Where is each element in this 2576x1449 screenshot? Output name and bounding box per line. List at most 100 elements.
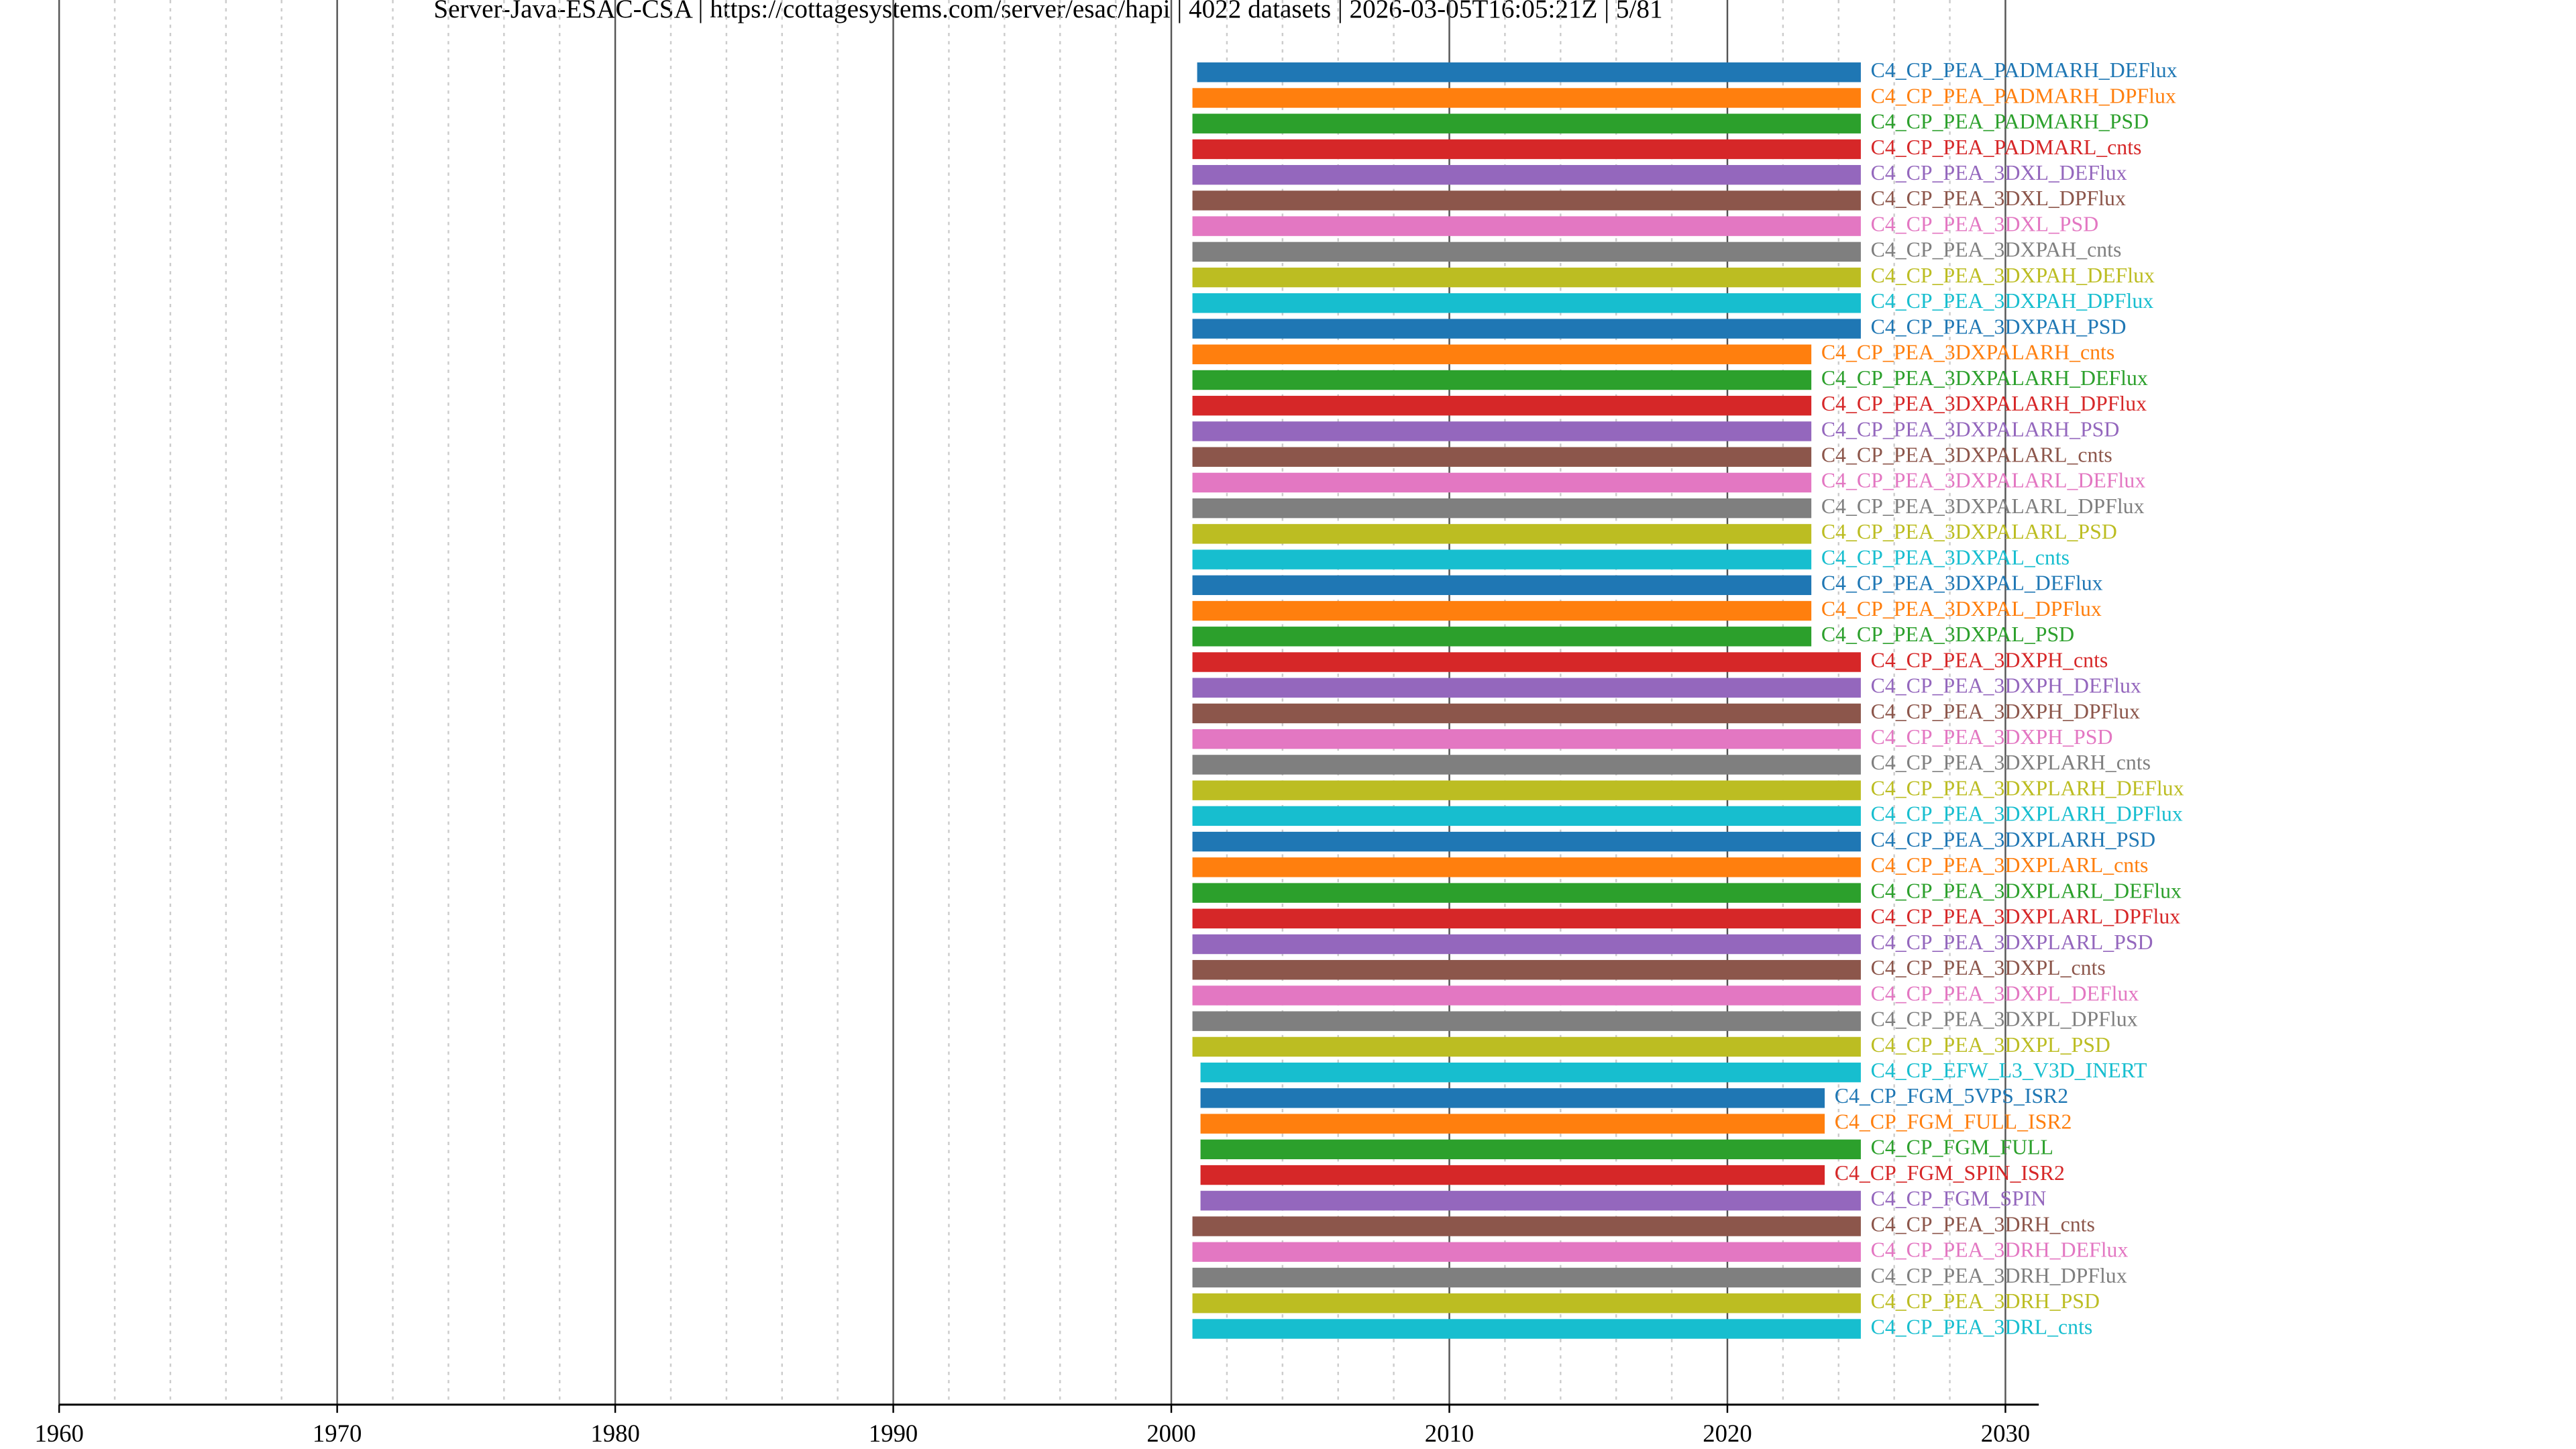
bar bbox=[1192, 191, 1861, 211]
bar bbox=[1192, 421, 1812, 441]
bar bbox=[1192, 1293, 1861, 1313]
bar bbox=[1192, 139, 1861, 160]
bar-label: C4_CP_EFW_L3_V3D_INERT bbox=[1871, 1059, 2147, 1082]
bar-label: C4_CP_PEA_3DXPALARH_DPFlux bbox=[1821, 392, 2147, 415]
bar bbox=[1200, 1139, 1861, 1160]
bar bbox=[1192, 1267, 1861, 1288]
bar bbox=[1192, 1242, 1861, 1262]
bar-label: C4_CP_PEA_PADMARH_DEFlux bbox=[1871, 58, 2178, 82]
bar-label: C4_CP_FGM_FULL bbox=[1871, 1136, 2053, 1159]
bar bbox=[1192, 472, 1812, 493]
bar-label: C4_CP_PEA_3DXPAL_DEFlux bbox=[1821, 572, 2103, 595]
bar bbox=[1192, 703, 1861, 724]
bar bbox=[1192, 831, 1861, 852]
bar-label: C4_CP_PEA_3DXPALARH_DEFlux bbox=[1821, 366, 2148, 390]
bar-label: C4_CP_PEA_3DXPLARL_DPFlux bbox=[1871, 905, 2181, 928]
bar-label: C4_CP_PEA_3DXPLARH_cnts bbox=[1871, 751, 2151, 774]
bar-label: C4_CP_PEA_3DXPALARH_PSD bbox=[1821, 417, 2120, 441]
bar-label: C4_CP_PEA_3DXPALARL_DPFlux bbox=[1821, 494, 2145, 518]
bar-label: C4_CP_PEA_3DXPH_PSD bbox=[1871, 725, 2113, 749]
bar bbox=[1192, 729, 1861, 749]
bar-label: C4_CP_PEA_3DXPLARH_PSD bbox=[1871, 828, 2155, 851]
bar bbox=[1192, 985, 1861, 1006]
bar-label: C4_CP_PEA_3DXPAH_DPFlux bbox=[1871, 289, 2154, 313]
bar-label: C4_CP_PEA_3DXPALARH_cnts bbox=[1821, 341, 2114, 364]
bar bbox=[1192, 1319, 1861, 1339]
bar bbox=[1192, 652, 1861, 672]
bar bbox=[1192, 1011, 1861, 1031]
bar-label: C4_CP_PEA_3DXPAH_DEFlux bbox=[1871, 264, 2155, 287]
bar-label: C4_CP_PEA_3DXPAL_cnts bbox=[1821, 545, 2070, 569]
bar-label: C4_CP_PEA_PADMARH_DPFlux bbox=[1871, 84, 2176, 107]
bar bbox=[1192, 908, 1861, 928]
bar-label: C4_CP_PEA_3DXPL_DEFlux bbox=[1871, 981, 2139, 1005]
bar bbox=[1192, 549, 1812, 570]
bar bbox=[1192, 396, 1812, 416]
x-tick-label: 2030 bbox=[1981, 1419, 2030, 1447]
bar-label: C4_CP_PEA_3DXPLARL_PSD bbox=[1871, 930, 2153, 954]
bar-label: C4_CP_PEA_3DXPAH_PSD bbox=[1871, 315, 2127, 338]
bar-label: C4_CP_PEA_3DXPLARL_cnts bbox=[1871, 853, 2149, 877]
bar bbox=[1192, 524, 1812, 544]
bar bbox=[1200, 1165, 1825, 1185]
bar bbox=[1192, 370, 1812, 390]
bar bbox=[1192, 344, 1812, 364]
bar bbox=[1192, 883, 1861, 903]
bar bbox=[1192, 498, 1812, 519]
bar-label: C4_CP_PEA_3DXL_DPFlux bbox=[1871, 186, 2126, 210]
bar bbox=[1192, 780, 1861, 800]
bar-label: C4_CP_PEA_3DRH_DEFlux bbox=[1871, 1238, 2129, 1262]
bar bbox=[1192, 934, 1861, 955]
bar bbox=[1192, 1036, 1861, 1057]
bar bbox=[1192, 319, 1861, 339]
bar bbox=[1192, 216, 1861, 236]
bar bbox=[1200, 1191, 1861, 1211]
bar bbox=[1192, 88, 1861, 108]
bar bbox=[1192, 113, 1861, 133]
bar-label: C4_CP_PEA_3DXL_PSD bbox=[1871, 212, 2099, 235]
x-tick-label: 1990 bbox=[869, 1419, 918, 1447]
bar-label: C4_CP_PEA_3DXPALARL_DEFlux bbox=[1821, 469, 2145, 492]
x-tick-label: 1980 bbox=[590, 1419, 639, 1447]
bar bbox=[1192, 164, 1861, 185]
bar-label: C4_CP_PEA_3DXPL_DPFlux bbox=[1871, 1008, 2138, 1031]
bar-label: C4_CP_PEA_3DRH_DPFlux bbox=[1871, 1264, 2127, 1287]
bar-label: C4_CP_PEA_3DXPL_cnts bbox=[1871, 956, 2106, 979]
bar bbox=[1192, 575, 1812, 596]
bar bbox=[1192, 627, 1812, 647]
bar bbox=[1192, 600, 1812, 621]
bar-label: C4_CP_FGM_5VPS_ISR2 bbox=[1835, 1084, 2068, 1108]
x-tick-label: 1960 bbox=[34, 1419, 83, 1447]
bar-label: C4_CP_PEA_3DXPH_DEFlux bbox=[1871, 674, 2141, 698]
x-tick-label: 2000 bbox=[1146, 1419, 1195, 1447]
bar-label: C4_CP_PEA_3DXPALARL_PSD bbox=[1821, 520, 2117, 543]
bar bbox=[1200, 1114, 1825, 1134]
bar-label: C4_CP_PEA_PADMARL_cnts bbox=[1871, 136, 2142, 159]
bar bbox=[1197, 62, 1861, 83]
bar-label: C4_CP_PEA_3DXPH_cnts bbox=[1871, 648, 2108, 672]
bar bbox=[1192, 678, 1861, 698]
bar bbox=[1192, 755, 1861, 775]
bar bbox=[1192, 447, 1812, 467]
bar-label: C4_CP_FGM_SPIN bbox=[1871, 1187, 2047, 1210]
bar-label: C4_CP_PEA_3DRL_cnts bbox=[1871, 1315, 2093, 1338]
x-tick-label: 2010 bbox=[1425, 1419, 1474, 1447]
bar bbox=[1192, 960, 1861, 980]
bar bbox=[1192, 857, 1861, 877]
bar-label: C4_CP_PEA_3DXPLARL_DEFlux bbox=[1871, 879, 2182, 902]
bar-label: C4_CP_FGM_SPIN_ISR2 bbox=[1835, 1161, 2065, 1185]
bar-label: C4_CP_FGM_FULL_ISR2 bbox=[1835, 1110, 2072, 1133]
bar bbox=[1200, 1062, 1861, 1083]
x-tick-label: 2020 bbox=[1703, 1419, 1752, 1447]
bar-label: C4_CP_PEA_3DXPALARL_cnts bbox=[1821, 443, 2112, 466]
bar-label: C4_CP_PEA_3DXL_DEFlux bbox=[1871, 161, 2127, 184]
bar-label: C4_CP_PEA_3DXPAH_cnts bbox=[1871, 238, 2122, 262]
x-tick-label: 1970 bbox=[313, 1419, 362, 1447]
bar bbox=[1192, 293, 1861, 313]
bar bbox=[1192, 267, 1861, 288]
bar-label: C4_CP_PEA_PADMARH_PSD bbox=[1871, 110, 2149, 133]
bar-label: C4_CP_PEA_3DXPLARH_DPFlux bbox=[1871, 802, 2183, 826]
bar-label: C4_CP_PEA_3DXPAL_DPFlux bbox=[1821, 597, 2102, 621]
chart-title: Server-Java-ESAC-CSA | https://cottagesy… bbox=[433, 0, 1662, 23]
